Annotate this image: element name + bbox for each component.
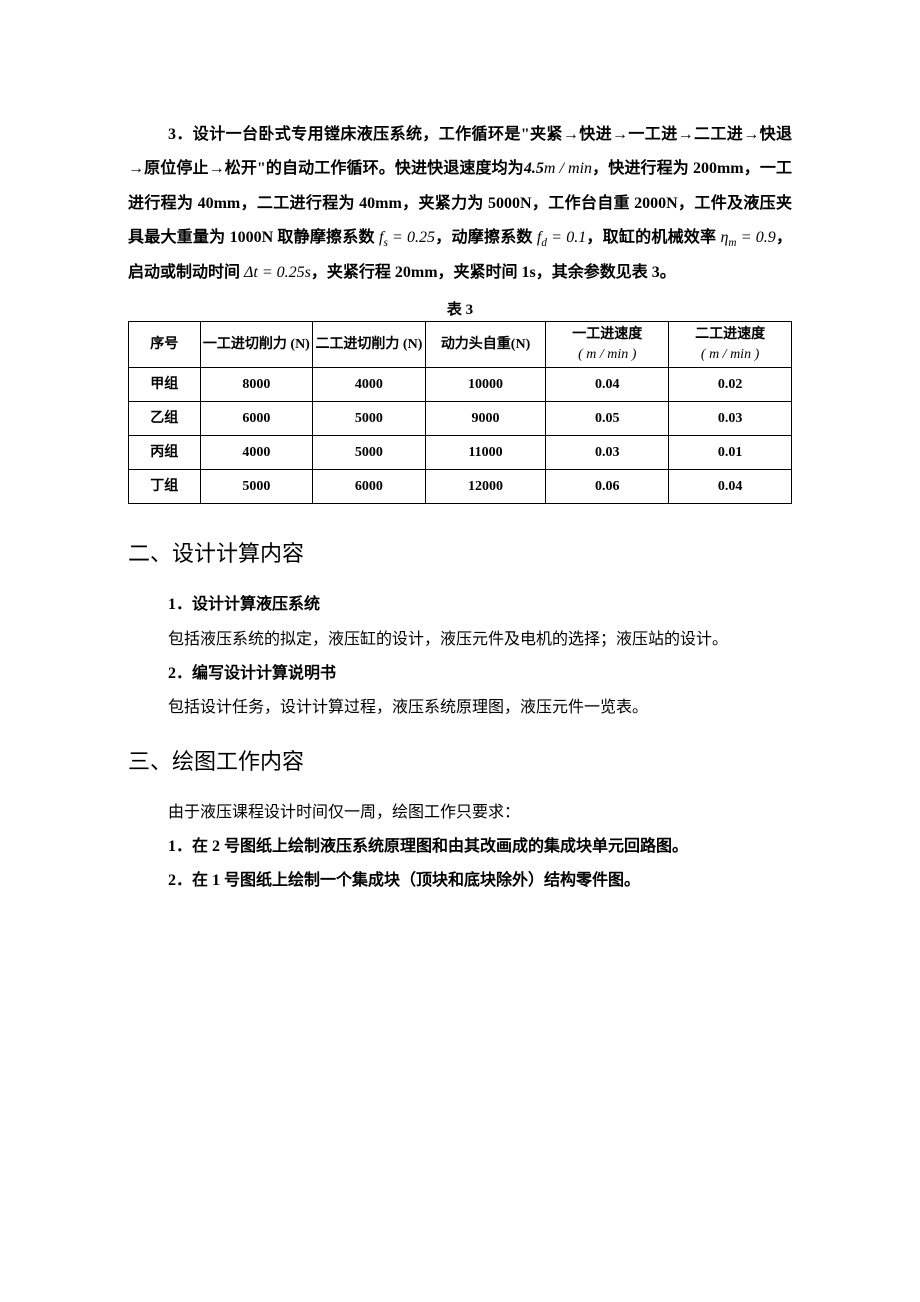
cell: 0.04 — [669, 470, 792, 504]
p3-after-fd: ，取缸的机械效率 — [586, 229, 720, 246]
cell: 12000 — [425, 470, 546, 504]
cell: 10000 — [425, 368, 546, 402]
problem-3-paragraph: 3．设计一台卧式专用镗床液压系统，工作循环是"夹紧→快进→一工进→二工进→快退→… — [128, 118, 792, 290]
eta-formula: ηm = 0.9 — [720, 229, 775, 246]
cell: 5000 — [313, 402, 426, 436]
p3-after-dt: ，夹紧行程 20mm，夹紧时间 1s，其余参数见表 3。 — [311, 264, 676, 281]
sec3-item1: 1．在 2 号图纸上绘制液压系统原理图和由其改画成的集成块单元回路图。 — [128, 830, 792, 864]
cell: 5000 — [200, 470, 313, 504]
cell: 0.05 — [546, 402, 669, 436]
sec3-intro: 由于液压课程设计时间仅一周，绘图工作只要求： — [128, 796, 792, 830]
sec2-item2-desc: 包括设计任务，设计计算过程，液压系统原理图，液压元件一览表。 — [128, 691, 792, 725]
cell: 5000 — [313, 436, 426, 470]
dt-formula: Δt = 0.25s — [244, 264, 311, 281]
p3-after-fs: ，动摩擦系数 — [435, 229, 537, 246]
cell: 0.03 — [669, 402, 792, 436]
section3-heading: 三、绘图工作内容 — [128, 744, 792, 776]
table-row: 乙组 6000 5000 9000 0.05 0.03 — [129, 402, 792, 436]
cell: 0.01 — [669, 436, 792, 470]
fs-formula: fs = 0.25 — [379, 229, 435, 246]
table3-body: 甲组 8000 4000 10000 0.04 0.02 乙组 6000 500… — [129, 368, 792, 504]
cell: 6000 — [313, 470, 426, 504]
table-row: 甲组 8000 4000 10000 0.04 0.02 — [129, 368, 792, 402]
th-speed1: 一工进速度 ( m / min ) — [546, 321, 669, 367]
cell: 丁组 — [129, 470, 201, 504]
cell: 4000 — [313, 368, 426, 402]
p3-speed-value: 4.5m / min — [524, 160, 592, 177]
cell: 0.06 — [546, 470, 669, 504]
cell: 0.03 — [546, 436, 669, 470]
table-row: 丁组 5000 6000 12000 0.06 0.04 — [129, 470, 792, 504]
cell: 8000 — [200, 368, 313, 402]
th-weight: 动力头自重(N) — [425, 321, 546, 367]
cell: 甲组 — [129, 368, 201, 402]
cell: 11000 — [425, 436, 546, 470]
sec2-item1-desc: 包括液压系统的拟定，液压缸的设计，液压元件及电机的选择；液压站的设计。 — [128, 623, 792, 657]
sec2-item1: 1．设计计算液压系统 — [128, 588, 792, 622]
sec2-item2: 2．编写设计计算说明书 — [128, 657, 792, 691]
th-cut2: 二工进切削力 (N) — [313, 321, 426, 367]
table3: 序号 一工进切削力 (N) 二工进切削力 (N) 动力头自重(N) 一工进速度 … — [128, 321, 792, 504]
cell: 0.02 — [669, 368, 792, 402]
th-speed2: 二工进速度 ( m / min ) — [669, 321, 792, 367]
th-seq: 序号 — [129, 321, 201, 367]
table3-caption: 表 3 — [128, 298, 792, 319]
fd-formula: fd = 0.1 — [537, 229, 586, 246]
cell: 丙组 — [129, 436, 201, 470]
cell: 6000 — [200, 402, 313, 436]
cell: 0.04 — [546, 368, 669, 402]
th-cut1: 一工进切削力 (N) — [200, 321, 313, 367]
table3-header-row: 序号 一工进切削力 (N) 二工进切削力 (N) 动力头自重(N) 一工进速度 … — [129, 321, 792, 367]
cell: 乙组 — [129, 402, 201, 436]
sec3-item2: 2．在 1 号图纸上绘制一个集成块（顶块和底块除外）结构零件图。 — [128, 864, 792, 898]
section2-heading: 二、设计计算内容 — [128, 536, 792, 568]
table-row: 丙组 4000 5000 11000 0.03 0.01 — [129, 436, 792, 470]
cell: 4000 — [200, 436, 313, 470]
cell: 9000 — [425, 402, 546, 436]
